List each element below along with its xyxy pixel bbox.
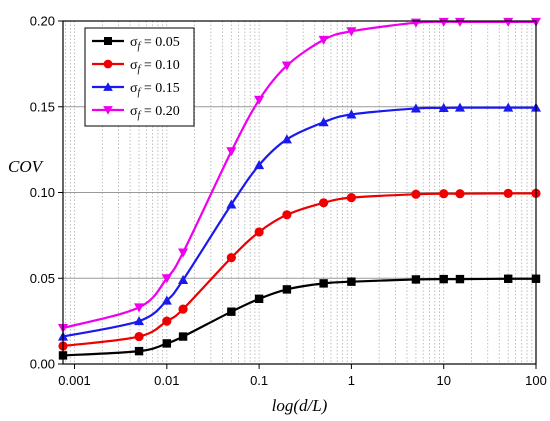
y-tick-label: 0.20 [30,14,55,29]
data-point [319,198,329,208]
data-point [439,274,448,284]
data-point [254,160,265,170]
data-point [281,61,292,71]
data-point [178,248,189,258]
data-point [226,147,237,157]
y-axis-title: COV [8,157,45,176]
series-line-1 [62,277,537,357]
data-point [455,274,465,284]
data-point [226,199,237,209]
data-point [454,17,465,27]
data-point [346,109,357,119]
data-point [504,274,513,283]
legend-label: σf = 0.05 [130,35,180,52]
x-tick-label: 100 [525,373,547,388]
data-point [134,303,145,313]
y-tick-label: 0.15 [30,99,55,114]
x-axis-title: log(d/L) [272,396,328,415]
data-point [455,189,465,199]
data-point [319,279,328,288]
legend-marker [103,106,113,115]
data-point [178,304,188,314]
data-point [282,285,292,294]
data-point [134,346,144,356]
data-point [161,274,172,284]
data-point [281,134,292,144]
x-tick-label: 1 [348,373,355,388]
y-tick-label: 0.10 [30,185,55,200]
x-tick-label: 0.001 [58,373,91,388]
y-tick-label: 0.00 [30,357,55,372]
data-point [438,17,449,27]
data-point [318,35,329,45]
data-point [254,227,264,237]
data-point [346,193,357,203]
data-point [227,307,236,316]
legend-marker [104,37,112,45]
data-point [134,316,145,326]
data-point [178,274,189,284]
data-point [503,102,514,112]
data-point [178,332,188,341]
data-point [162,339,172,348]
data-point [411,189,421,199]
legend: σf = 0.05 σf = 0.10 σf = 0.15 σf = 0.20 [84,27,195,127]
legend-label: σf = 0.10 [130,58,180,75]
x-tick-label: 0.1 [250,373,268,388]
data-point [411,275,421,284]
data-point [439,189,449,199]
data-point [254,95,265,105]
data-point [346,27,357,37]
tick-layer: 0.001 0.01 0.1 1 10 100 0.00 0.05 0.10 0.15 0.20 [30,14,547,389]
data-point [161,295,172,305]
x-tick-label: 0.01 [154,373,179,388]
data-point [282,210,292,220]
data-point [503,17,514,27]
data-point [347,277,356,286]
x-tick-label: 10 [436,373,450,388]
data-point [254,294,264,304]
legend-marker [103,82,113,91]
legend-label: σf = 0.20 [130,104,180,121]
series-line-3 [62,106,536,338]
data-point [318,117,329,127]
data-point [454,102,465,112]
data-point [226,253,236,263]
data-point [503,188,513,198]
data-point [162,316,172,326]
y-tick-label: 0.05 [30,271,55,286]
data-point [438,102,449,112]
legend-marker [103,59,113,69]
data-point [134,331,144,342]
legend-label: σf = 0.15 [130,81,180,98]
data-point [410,103,421,113]
